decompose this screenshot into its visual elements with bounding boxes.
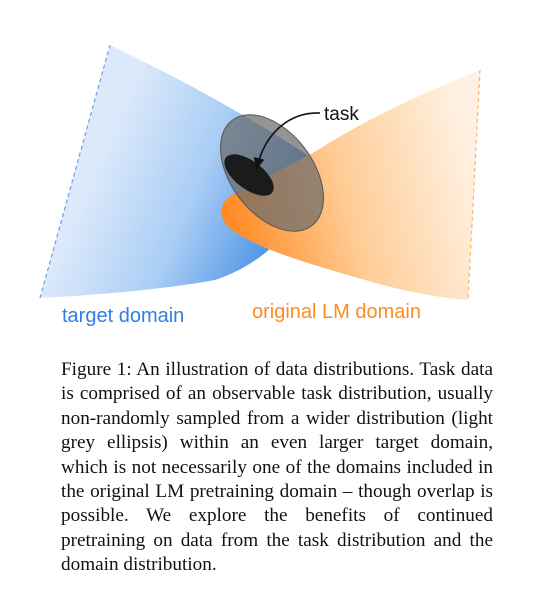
task-label: task xyxy=(324,104,359,125)
diagram-canvas: task target domain original LM domain xyxy=(39,44,481,327)
wider-distribution-ellipse xyxy=(220,114,324,232)
original-lm-domain-label: original LM domain xyxy=(252,301,421,323)
figure-caption: Figure 1: An illustration of data distri… xyxy=(61,359,493,576)
task-arrow xyxy=(253,112,321,170)
original-lm-domain-region xyxy=(221,70,480,300)
data-distribution-diagram: task target domain original LM domain xyxy=(39,44,481,327)
target-domain-outer-edge xyxy=(39,44,111,299)
target-domain-label: target domain xyxy=(62,305,184,327)
original-lm-domain-outer-edge xyxy=(467,69,481,301)
task-distribution-ellipse xyxy=(224,154,274,196)
